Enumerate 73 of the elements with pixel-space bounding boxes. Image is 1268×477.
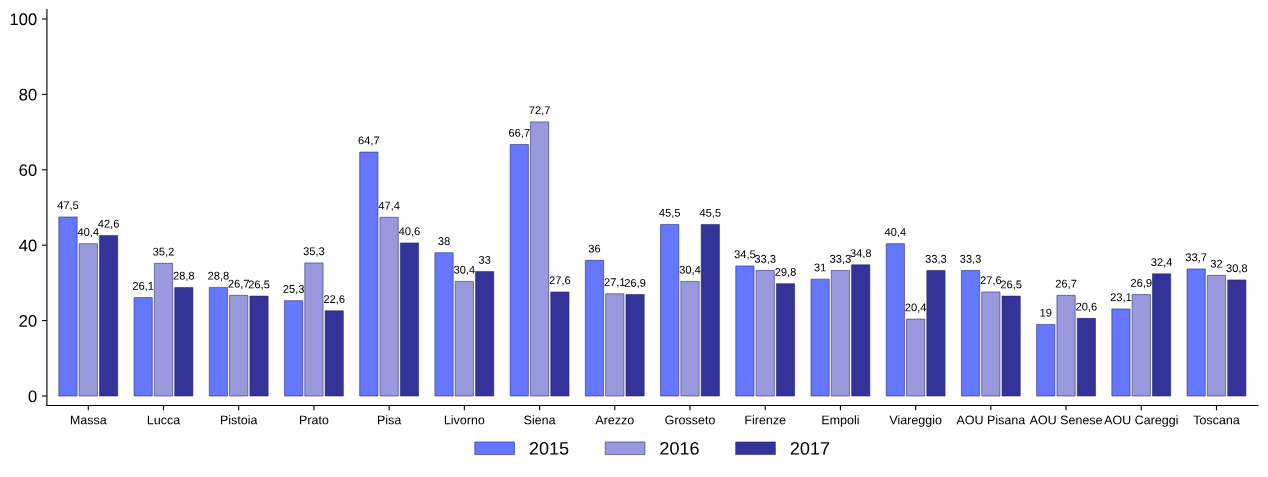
data-label: 40,4 [77, 228, 99, 238]
data-label: 45,5 [659, 208, 681, 219]
data-label: 20,4 [905, 303, 927, 313]
data-label: 42,6 [98, 219, 119, 229]
x-tick-label: Massa [70, 415, 107, 425]
x-tick-label: Viareggio [889, 415, 942, 427]
y-tick-label: 0 [28, 390, 37, 403]
data-label: 26,5 [1000, 280, 1022, 290]
data-label: 35,2 [153, 247, 174, 257]
x-tick-label: Arezzo [595, 415, 634, 425]
data-label: 64,7 [358, 136, 380, 146]
y-tick-label: 60 [19, 164, 37, 176]
data-label: 33 [478, 255, 491, 264]
data-label: 20,6 [1076, 302, 1097, 312]
data-label: 36 [588, 244, 601, 253]
data-label: 32,4 [1151, 258, 1173, 268]
x-tick-label: Lucca [147, 415, 181, 425]
data-label: 27,6 [549, 276, 571, 286]
data-label: 35,3 [303, 247, 325, 257]
data-label: 26,9 [624, 278, 646, 289]
x-tick-label: Empoli [822, 415, 859, 427]
x-tick-label: AOU Careggi [1104, 415, 1178, 427]
data-label: 47,5 [57, 201, 79, 211]
x-tick-label: AOU Senese [1029, 415, 1102, 425]
x-tick-label: Toscana [1193, 415, 1240, 425]
legend-label: 2017 [790, 441, 830, 455]
x-tick-label: Grosseto [665, 415, 715, 425]
data-label: 33,7 [1185, 253, 1207, 263]
data-label: 30,4 [453, 265, 475, 275]
data-label: 40,4 [884, 228, 906, 238]
data-label: 38 [438, 237, 450, 245]
data-label: 25,3 [283, 285, 304, 295]
x-tick-label: Firenze [745, 415, 786, 425]
data-label: 30,8 [1226, 264, 1248, 274]
data-label: 26,7 [1055, 279, 1077, 289]
data-label: 19 [1040, 308, 1052, 317]
y-tick-label: 20 [19, 315, 37, 327]
data-label: 34,8 [850, 249, 872, 259]
data-label: 28,8 [208, 271, 229, 281]
data-label: 33,3 [925, 254, 947, 265]
data-label: 26,5 [248, 280, 270, 290]
data-label: 34,5 [734, 250, 756, 260]
data-label: 26,1 [132, 281, 154, 292]
data-label: 33,3 [754, 254, 776, 265]
x-tick-label: Prato [300, 415, 329, 425]
x-tick-label: Siena [524, 415, 556, 425]
data-label: 28,8 [173, 271, 195, 281]
y-tick-label: 100 [10, 13, 37, 26]
data-label: 26,7 [228, 279, 249, 289]
data-label: 72,7 [529, 106, 550, 116]
data-label: 31 [814, 263, 826, 272]
data-label: 30,4 [679, 265, 701, 275]
x-tick-label: AOU Pisana [956, 415, 1026, 425]
data-label: 66,7 [509, 128, 530, 139]
legend-label: 2015 [529, 441, 569, 455]
data-label: 26,9 [1131, 278, 1152, 289]
x-tick-label: Livorno [444, 415, 485, 425]
y-tick-label: 80 [19, 88, 37, 101]
data-label: 29,8 [775, 268, 796, 278]
data-label: 22,6 [323, 295, 345, 305]
data-label: 23,1 [1110, 293, 1132, 303]
data-label: 33,3 [960, 254, 981, 265]
x-tick-label: Pisa [378, 415, 402, 425]
y-tick-label: 40 [19, 239, 37, 252]
data-label: 33,3 [830, 254, 851, 265]
x-tick-label: Pistoia [220, 415, 258, 425]
data-label: 47,4 [378, 201, 400, 211]
data-label: 32 [1210, 259, 1223, 268]
legend-label: 2016 [660, 441, 699, 455]
data-label: 27,1 [604, 278, 626, 288]
data-label: 40,6 [398, 227, 420, 237]
data-label: 27,6 [980, 276, 1002, 286]
data-label: 45,5 [699, 208, 721, 219]
